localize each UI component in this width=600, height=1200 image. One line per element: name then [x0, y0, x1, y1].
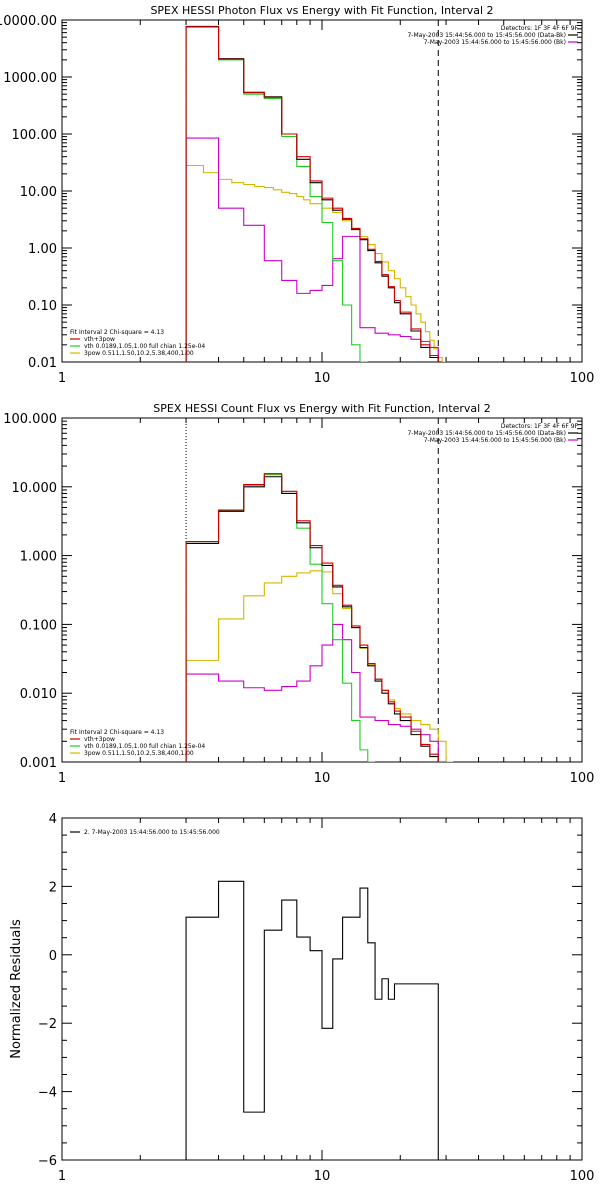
fit-legend-entry: vth 0.0189,1.05,1.00 full chian 1.25e-04: [84, 343, 205, 350]
x-tick-label: 1: [58, 771, 66, 786]
y-tick-label: 10000.00: [0, 14, 57, 29]
fit-legend-entry: Fit Interval 2 Chi-square = 4.13: [70, 329, 164, 336]
y-axis-label: Normalized Residuals: [9, 919, 24, 1059]
x-tick-label: 1: [58, 371, 66, 386]
x-tick-label: 1: [58, 1169, 66, 1184]
y-tick-label: 4: [49, 812, 57, 827]
y-tick-label: 1000.00: [3, 71, 57, 86]
series-thermal: [185, 474, 376, 762]
x-tick-label: 10: [314, 371, 331, 386]
series-thermal: [185, 26, 368, 362]
y-tick-label: 0.10: [28, 299, 57, 314]
fit-legend-entry: 3pow 0.511,1.50,10.2,5.38,400,1.00: [84, 750, 194, 757]
series-background: [185, 623, 439, 762]
fit-legend-entry: vth+3pow: [84, 736, 115, 743]
chart-title: SPEX HESSI Count Flux vs Energy with Fit…: [153, 402, 490, 415]
y-tick-label: 0.001: [20, 756, 57, 771]
y-tick-label: 0.010: [20, 687, 57, 702]
chart-3: Normalized Residuals 1 10 100 4 2 0 −2 −4 −6 2. 7-…: [9, 812, 594, 1184]
x-tick-label: 100: [570, 771, 595, 786]
y-tick-label: 2: [49, 880, 57, 895]
y-tick-label: 10.00: [20, 185, 57, 200]
fit-legend-entry: vth+3pow: [84, 336, 115, 343]
x-tick-label: 10: [314, 1169, 331, 1184]
series-total-fit: [185, 26, 439, 362]
y-tick-label: −4: [38, 1086, 57, 1101]
y-tick-label: −6: [38, 1154, 57, 1169]
y-tick-label: 0.01: [28, 356, 57, 371]
y-tick-label: 0.100: [20, 618, 57, 633]
series-background: [185, 137, 439, 362]
x-tick-label: 100: [570, 371, 595, 386]
series-power-law: [185, 164, 447, 362]
info-line: 7-May-2003 15:44:56.000 to 15:45:56.000 …: [407, 430, 566, 437]
info-line: 7-May-2003 15:44:56.000 to 15:45:56.000 …: [424, 39, 566, 46]
legend-entry: 2. 7-May-2003 15:44:56.000 to 15:45:56.0…: [84, 829, 220, 836]
y-tick-label: 10.000: [12, 481, 58, 496]
x-tick-label: 10: [314, 771, 331, 786]
info-line: 7-May-2003 15:44:56.000 to 15:45:56.000 …: [407, 32, 566, 39]
y-tick-label: 0: [49, 949, 57, 964]
x-tick-label: 100: [570, 1169, 595, 1184]
fit-legend-entry: 3pow 0.511,1.50,10.2,5.38,400,1.00: [84, 350, 194, 357]
info-line: Detectors: 1F 3F 4F 6F 9F: [501, 423, 579, 430]
y-tick-label: 100.000: [3, 412, 57, 427]
y-tick-label: −2: [38, 1017, 57, 1032]
info-line: 7-May-2003 15:44:56.000 to 15:45:56.000 …: [424, 437, 566, 444]
series-data: [185, 880, 439, 1160]
series-total-fit: [185, 473, 447, 762]
y-tick-label: 100.00: [12, 128, 58, 143]
y-tick-label: 1.000: [20, 550, 57, 565]
chart-1: SPEX HESSI Photon Flux vs Energy with Fi…: [0, 4, 594, 386]
y-tick-label: 1.00: [28, 242, 57, 257]
fit-legend-entry: Fit Interval 2 Chi-square = 4.13: [70, 729, 164, 736]
chart-title: SPEX HESSI Photon Flux vs Energy with Fi…: [150, 4, 493, 17]
series-power-law: [185, 570, 454, 762]
info-line: Detectors: 1F 3F 4F 6F 9F: [501, 25, 579, 32]
fit-legend-entry: vth 0.0189,1.05,1.00 full chian 1.25e-04: [84, 743, 205, 750]
chart-2: SPEX HESSI Count Flux vs Energy with Fit…: [3, 402, 594, 786]
